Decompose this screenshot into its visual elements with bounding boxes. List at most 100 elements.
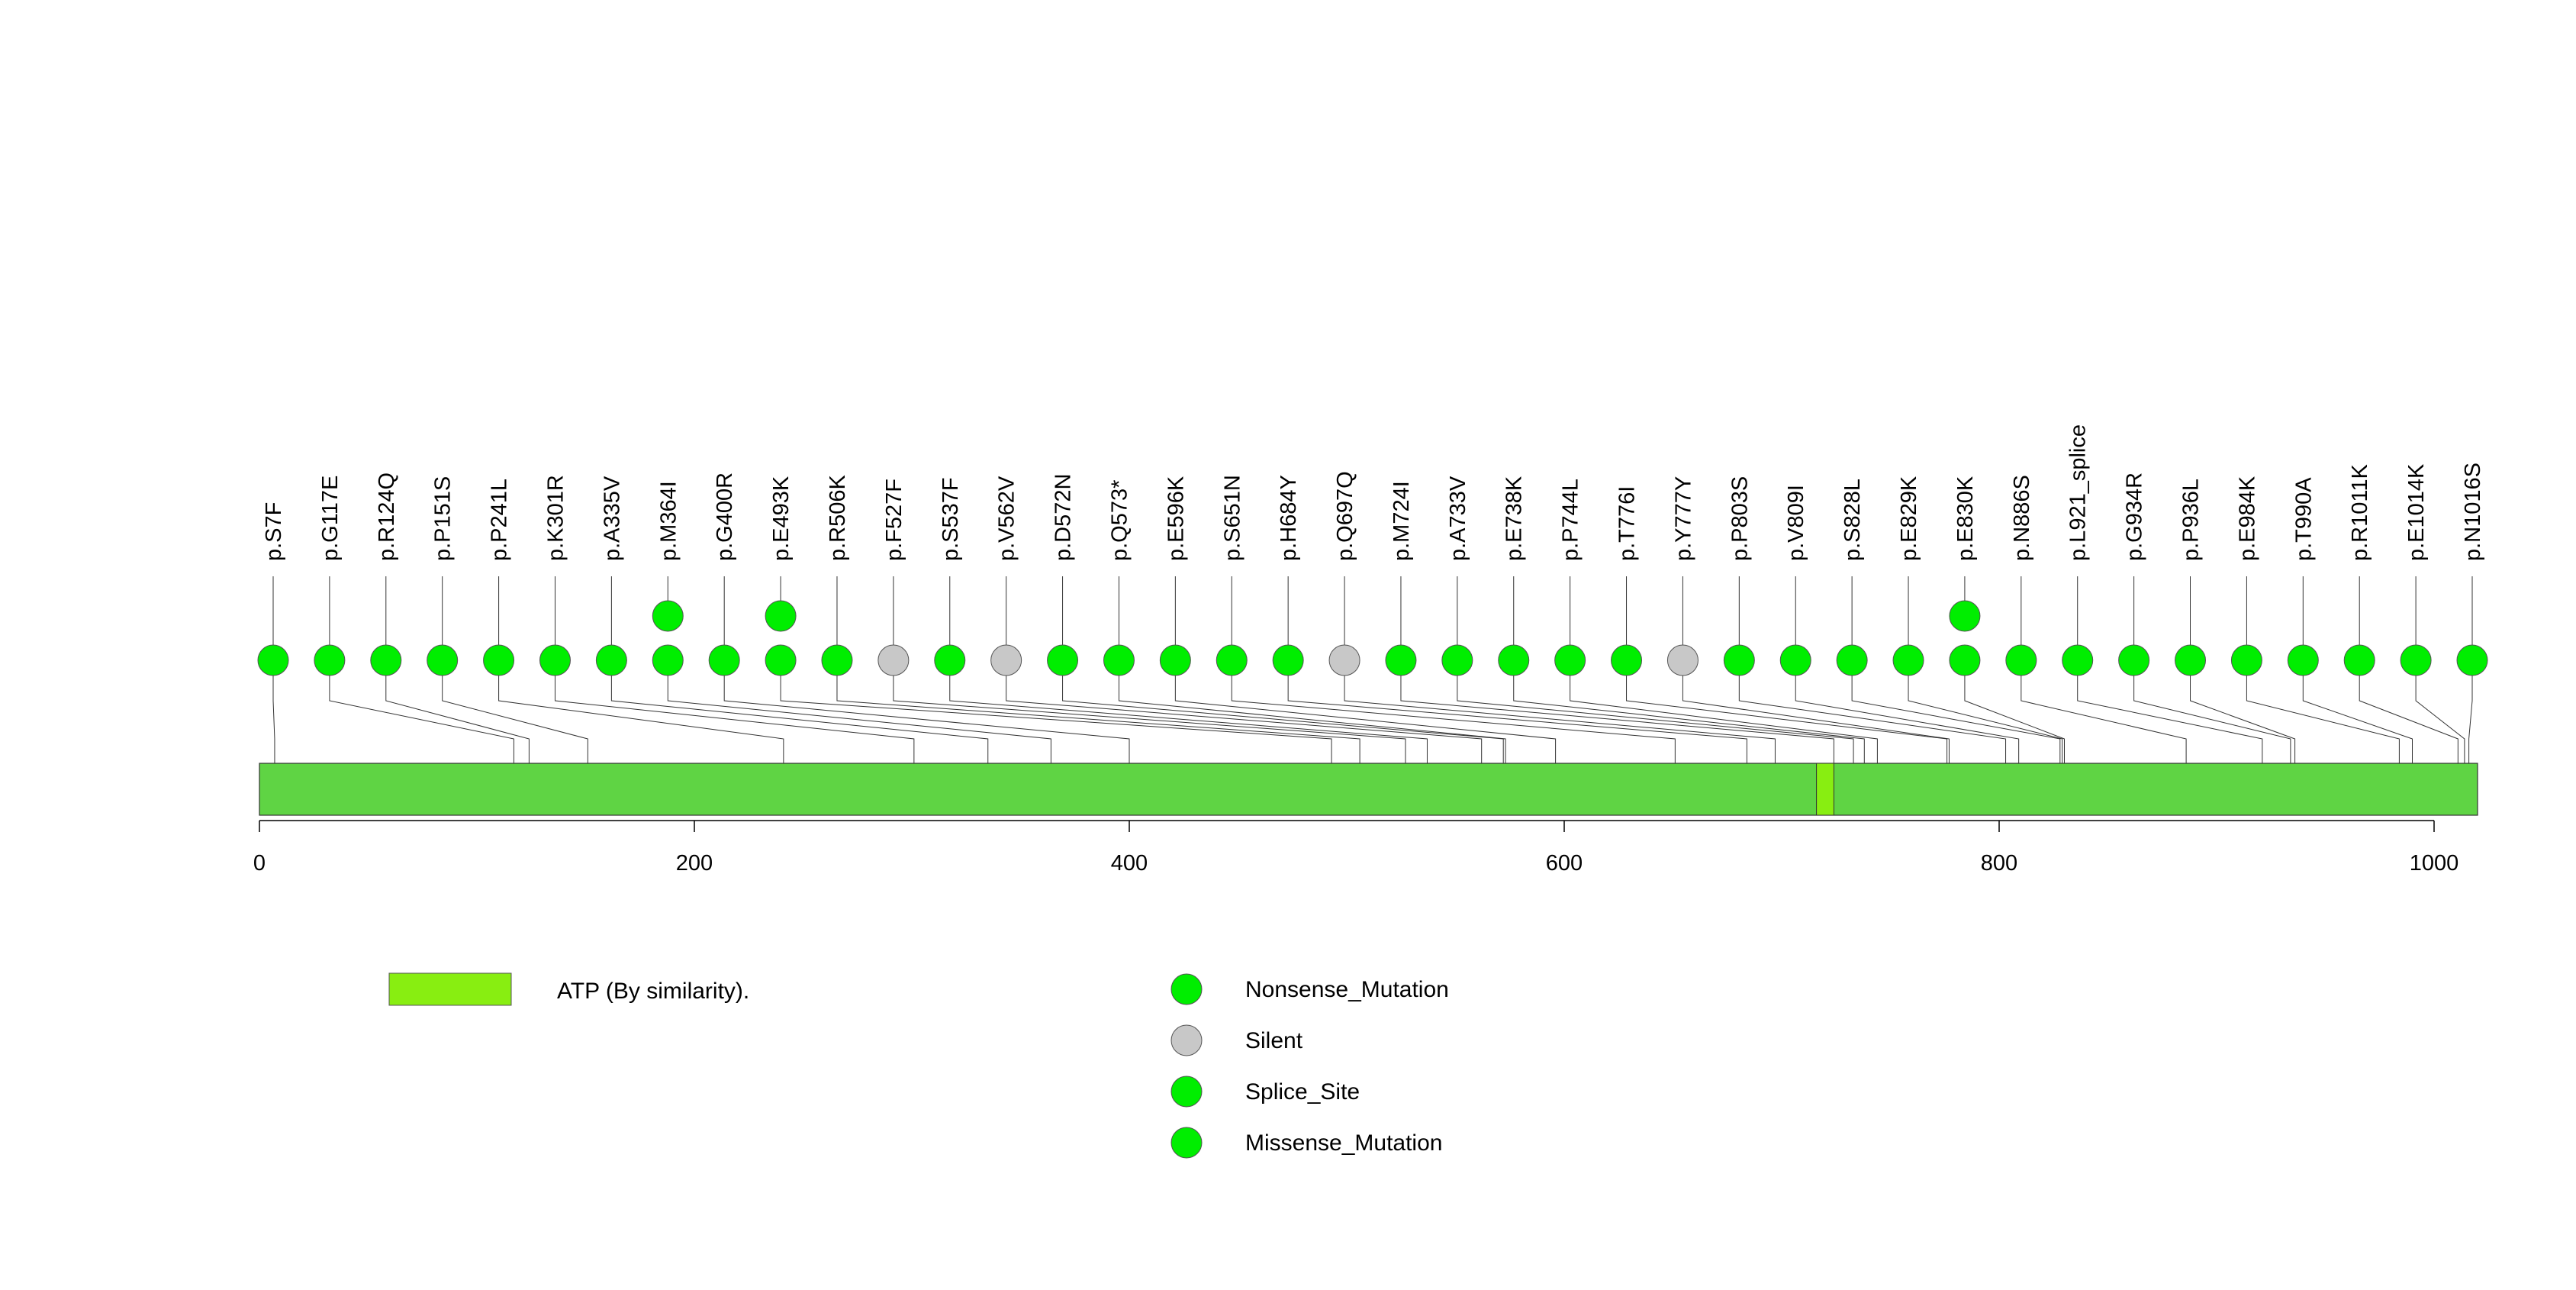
x-tick-label-1000: 1000 bbox=[2410, 851, 2459, 876]
dot-a733v bbox=[1441, 644, 1473, 676]
label-f527f: p.F527F bbox=[882, 479, 906, 561]
dot-y777y bbox=[1666, 644, 1699, 676]
legend-label-silent: Silent bbox=[1245, 1028, 1303, 1053]
dot-p803s bbox=[1723, 644, 1755, 676]
dot-e830k-2 bbox=[1949, 600, 1981, 632]
dot-v809i bbox=[1779, 644, 1811, 676]
connector-e1014k bbox=[2415, 676, 2465, 763]
label-s828l: p.S828L bbox=[1840, 479, 1865, 561]
label-g934r: p.G934R bbox=[2123, 472, 2147, 561]
dot-t990a bbox=[2287, 644, 2319, 676]
label-v809i: p.V809I bbox=[1784, 485, 1808, 561]
label-n886s: p.N886S bbox=[2010, 475, 2034, 561]
label-p803s: p.P803S bbox=[1728, 476, 1752, 561]
label-r506k: p.R506K bbox=[826, 474, 850, 561]
label-y777y: p.Y777Y bbox=[1671, 476, 1695, 561]
connector-q697q bbox=[1344, 676, 1776, 763]
dot-e596k bbox=[1159, 644, 1191, 676]
connector-d572n bbox=[1062, 676, 1504, 763]
dot-e829k bbox=[1892, 644, 1924, 676]
dot-p744l bbox=[1554, 644, 1586, 676]
connector-lines bbox=[272, 676, 2473, 815]
dot-e984k bbox=[2230, 644, 2262, 676]
connector-e984k bbox=[2246, 676, 2400, 763]
connector-s828l bbox=[1851, 676, 2061, 763]
dot-m364i-2 bbox=[652, 600, 684, 632]
label-s537f: p.S537F bbox=[939, 477, 963, 561]
legend-dot-silent bbox=[1170, 1024, 1203, 1056]
dot-s828l bbox=[1836, 644, 1868, 676]
dot-n1016s bbox=[2456, 644, 2488, 676]
x-tick-label-0: 0 bbox=[253, 851, 266, 876]
x-tick-label-800: 800 bbox=[1981, 851, 2017, 876]
dot-g934r bbox=[2118, 644, 2150, 676]
label-e738k: p.E738K bbox=[1502, 476, 1527, 561]
dot-e738k bbox=[1498, 644, 1530, 676]
connector-m364i bbox=[667, 676, 1051, 763]
dot-m364i bbox=[652, 644, 684, 676]
label-v562v: p.V562V bbox=[995, 476, 1019, 561]
dot-e830k bbox=[1949, 644, 1981, 676]
label-k301r: p.K301R bbox=[543, 475, 568, 561]
connector-v562v bbox=[1006, 676, 1483, 763]
connector-r506k bbox=[836, 676, 1360, 763]
dot-r124q bbox=[370, 644, 402, 676]
dot-a335v bbox=[595, 644, 627, 676]
legend-dot-splice-site bbox=[1170, 1076, 1203, 1108]
label-g400r: p.G400R bbox=[713, 472, 737, 561]
label-t776i: p.T776I bbox=[1615, 486, 1640, 561]
domain-0 bbox=[1816, 763, 1834, 816]
dot-g400r bbox=[708, 644, 740, 676]
dot-r1011k bbox=[2343, 644, 2375, 676]
dot-r506k bbox=[821, 644, 853, 676]
dot-m724i bbox=[1385, 644, 1417, 676]
connector-l921-splice bbox=[2077, 676, 2263, 763]
connector-e830k bbox=[1964, 676, 2065, 763]
label-p241l: p.P241L bbox=[488, 479, 512, 561]
legend-dot-nonsense-mutation bbox=[1170, 973, 1203, 1005]
dot-g117e bbox=[314, 644, 346, 676]
legend-dot-missense-mutation bbox=[1170, 1127, 1203, 1159]
label-d572n: p.D572N bbox=[1051, 474, 1076, 561]
connector-p241l bbox=[498, 676, 784, 763]
legend-domain-label-0: ATP (By similarity). bbox=[557, 979, 749, 1004]
connector-e596k bbox=[1174, 676, 1557, 763]
connector-g117e bbox=[329, 676, 514, 763]
connector-e493k bbox=[780, 676, 1332, 763]
label-l921-splice: p.L921_splice bbox=[2066, 424, 2091, 561]
label-e1014k: p.E1014K bbox=[2404, 463, 2429, 561]
connector-p936l bbox=[2190, 676, 2296, 763]
label-s7f: p.S7F bbox=[262, 502, 286, 561]
mutation-labels: p.S7F p.G117E p.R124Q p.P151S p.P241L p.K301R… bbox=[262, 424, 2485, 561]
dot-n886s bbox=[2005, 644, 2037, 676]
connector-e829k bbox=[1908, 676, 2063, 763]
connector-p803s bbox=[1738, 676, 2007, 763]
connector-n886s bbox=[2021, 676, 2187, 763]
legend-domain-swatch-0 bbox=[388, 972, 512, 1006]
connector-e738k bbox=[1513, 676, 1865, 763]
connector-t776i bbox=[1626, 676, 1948, 763]
dot-d572n bbox=[1047, 644, 1079, 676]
label-r124q: p.R124Q bbox=[375, 472, 399, 561]
legend-label-missense-mutation: Missense_Mutation bbox=[1245, 1130, 1442, 1156]
label-e493k: p.E493K bbox=[769, 476, 794, 561]
label-e984k: p.E984K bbox=[2235, 476, 2259, 561]
dot-s537f bbox=[934, 644, 966, 676]
label-q573-: p.Q573* bbox=[1107, 480, 1132, 561]
legend-label-nonsense-mutation: Nonsense_Mutation bbox=[1245, 977, 1449, 1002]
label-m724i: p.M724I bbox=[1389, 481, 1414, 561]
connector-r124q bbox=[385, 676, 530, 763]
connector-a335v bbox=[610, 676, 989, 763]
connector-n1016s bbox=[2468, 676, 2473, 763]
lollipop-dots bbox=[257, 600, 2488, 676]
label-a335v: p.A335V bbox=[600, 476, 624, 561]
label-r1011k: p.R1011K bbox=[2348, 464, 2372, 561]
x-tick-label-400: 400 bbox=[1111, 851, 1148, 876]
dot-t776i bbox=[1611, 644, 1643, 676]
label-p744l: p.P744L bbox=[1559, 479, 1583, 561]
label-e596k: p.E596K bbox=[1164, 476, 1188, 561]
connector-h684y bbox=[1287, 676, 1747, 763]
label-t990a: p.T990A bbox=[2291, 477, 2316, 561]
dot-k301r bbox=[539, 644, 571, 676]
